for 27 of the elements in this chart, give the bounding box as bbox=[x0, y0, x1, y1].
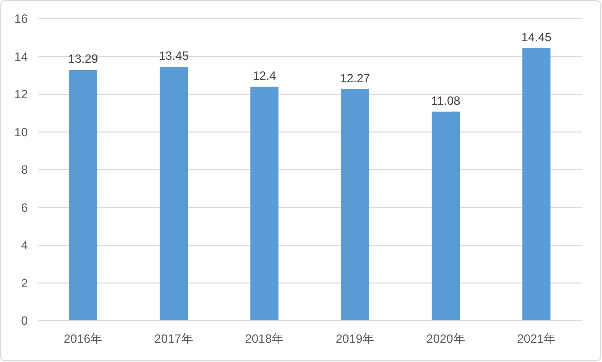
bar bbox=[432, 112, 460, 321]
x-tick-label: 2018年 bbox=[245, 332, 284, 346]
data-label: 14.45 bbox=[522, 30, 552, 44]
y-tick-label: 12 bbox=[14, 88, 28, 102]
bar bbox=[160, 67, 188, 321]
x-tick-label: 2020年 bbox=[426, 332, 466, 346]
y-tick-label: 8 bbox=[21, 163, 28, 177]
bar bbox=[250, 86, 279, 321]
data-label: 13.45 bbox=[158, 49, 190, 64]
y-tick-label: 4 bbox=[21, 238, 28, 252]
y-tick-label: 16 bbox=[14, 12, 28, 26]
y-tick-label: 0 bbox=[21, 314, 28, 328]
x-tick-label: 2019年 bbox=[336, 332, 375, 346]
x-tick-label: 2016年 bbox=[64, 332, 103, 346]
x-tick-label: 2017年 bbox=[154, 332, 194, 346]
y-tick-label: 2 bbox=[21, 276, 28, 290]
x-tick-label: 2021年 bbox=[517, 332, 556, 346]
bar bbox=[341, 89, 370, 321]
y-tick-label: 6 bbox=[21, 200, 28, 215]
data-label: 12.4 bbox=[252, 68, 277, 83]
data-label: 12.27 bbox=[340, 71, 371, 86]
y-tick-label: 14 bbox=[14, 50, 28, 64]
bar bbox=[522, 48, 551, 321]
y-tick-label: 10 bbox=[14, 125, 28, 140]
data-label: 11.08 bbox=[431, 94, 461, 108]
bar bbox=[69, 70, 98, 321]
data-label: 13.29 bbox=[68, 52, 99, 66]
